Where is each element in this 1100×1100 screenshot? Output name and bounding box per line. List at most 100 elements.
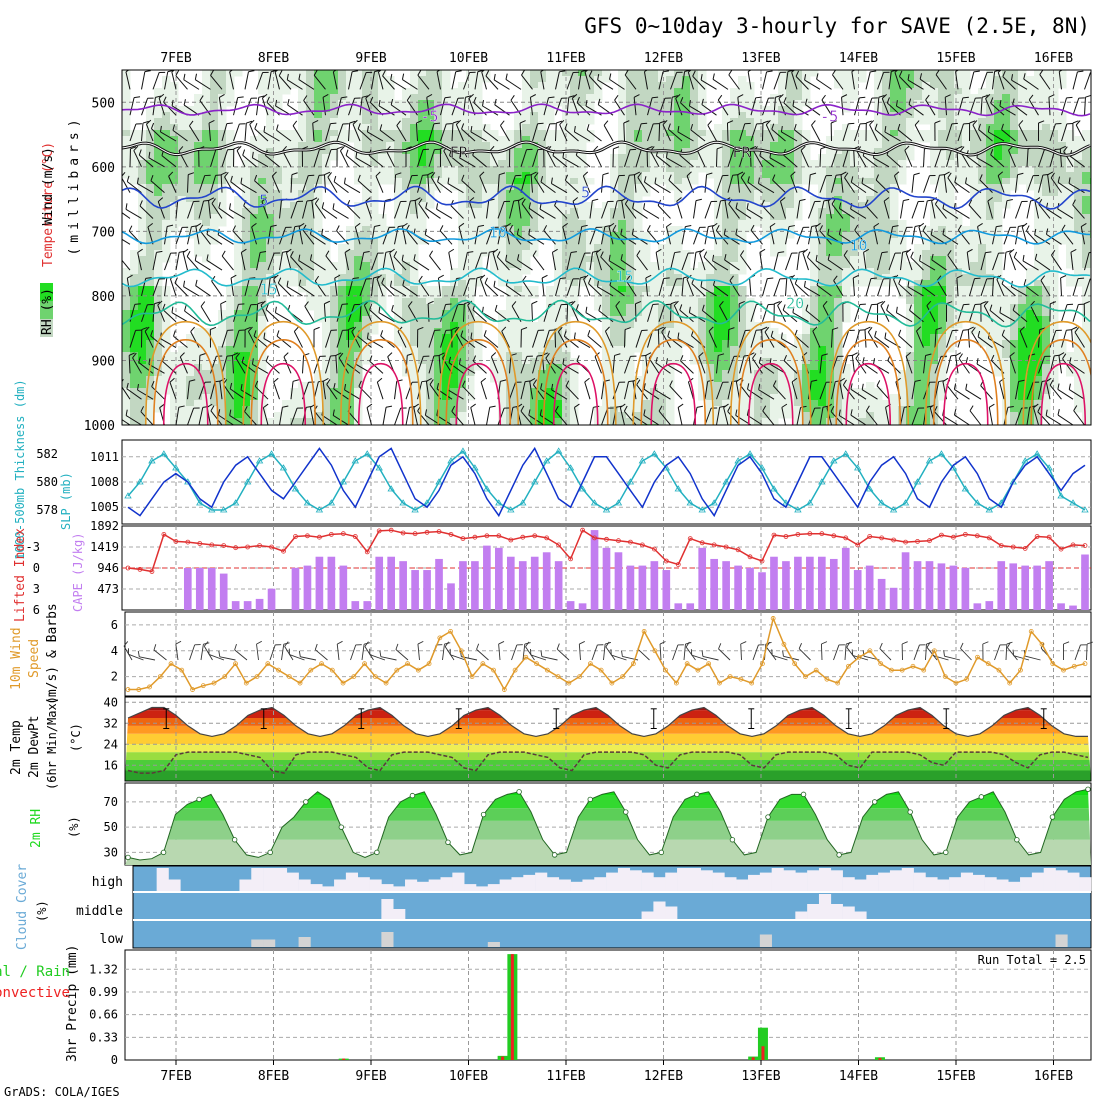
rh-cell — [410, 76, 419, 83]
rh-cell — [410, 220, 419, 227]
rh-cell — [314, 160, 323, 167]
rh-cell — [410, 94, 419, 101]
rh-cell — [562, 388, 571, 395]
rh-cell — [642, 400, 651, 407]
rh-cell — [210, 112, 219, 119]
rh-cell — [642, 142, 651, 149]
rh-cell — [818, 346, 827, 353]
rh-cell — [282, 202, 291, 209]
rh-cell — [226, 298, 235, 305]
rh-cell — [754, 370, 763, 377]
rh-cell — [618, 112, 627, 119]
rh-cell — [874, 136, 883, 143]
rh-cell — [546, 172, 555, 179]
rh-cell — [690, 340, 699, 347]
rh-cell — [202, 256, 211, 263]
rh-cell — [378, 238, 387, 245]
rh-cell — [354, 388, 363, 395]
rh-cell — [554, 262, 563, 269]
rh-cell — [570, 400, 579, 407]
rh-cell — [650, 406, 659, 413]
rh-cell — [970, 130, 979, 137]
rh-cell — [306, 160, 315, 167]
rh-cell — [474, 214, 483, 221]
rh-cell — [354, 358, 363, 365]
rh-cell — [834, 322, 843, 329]
rh-cell — [514, 184, 523, 191]
rh-cell — [162, 220, 171, 227]
rh-cell — [562, 358, 571, 365]
rh-cell — [146, 334, 155, 341]
rh-cell — [314, 112, 323, 119]
rh-cell — [234, 310, 243, 317]
rh-cell — [610, 184, 619, 191]
rh-cell — [794, 172, 803, 179]
rh-cell — [994, 94, 1003, 101]
rh-cell — [538, 94, 547, 101]
rh-cell — [346, 244, 355, 251]
rh-cell — [946, 286, 955, 293]
rh-cell — [530, 388, 539, 395]
rh-cell — [194, 202, 203, 209]
rh-cell — [522, 250, 531, 257]
rh-cell — [818, 214, 827, 221]
rh-cell — [458, 232, 467, 239]
rh-cell — [706, 298, 715, 305]
rh-cell — [146, 148, 155, 155]
rh-cell — [258, 154, 267, 161]
rh-cell — [914, 274, 923, 281]
rh-cell — [530, 112, 539, 119]
rh-cell — [754, 190, 763, 197]
rh-cell — [530, 82, 539, 89]
rh-cell — [546, 184, 555, 191]
rh-cell — [250, 346, 259, 353]
rh-cell — [298, 130, 307, 137]
rh-cell — [874, 208, 883, 215]
rh-cell — [386, 136, 395, 143]
rh-cell — [338, 406, 347, 413]
rh-cell — [826, 178, 835, 185]
rh-cell — [578, 76, 587, 83]
rh-cell — [546, 118, 555, 125]
rh-cell — [274, 412, 283, 419]
rh-cell — [210, 106, 219, 113]
rh-cell — [970, 214, 979, 221]
rh-cell — [978, 106, 987, 113]
rh-cell — [626, 76, 635, 83]
rh-cell — [962, 250, 971, 257]
rh-cell — [866, 130, 875, 137]
rh-cell — [418, 364, 427, 371]
rh-cell — [410, 112, 419, 119]
rh-cell — [186, 406, 195, 413]
rh-cell — [746, 418, 755, 425]
rh-cell — [962, 166, 971, 173]
rh-cell — [874, 148, 883, 155]
rh-cell — [394, 232, 403, 239]
rh-cell — [178, 202, 187, 209]
rh-cell — [930, 136, 939, 143]
rh-cell — [938, 136, 947, 143]
rh-cell — [450, 388, 459, 395]
rh-cell — [754, 142, 763, 149]
rh-cell — [346, 268, 355, 275]
rh-cell — [618, 388, 627, 395]
rh-cell — [146, 304, 155, 311]
rh-cell — [682, 304, 691, 311]
rh-cell — [466, 208, 475, 215]
rh-cell — [274, 130, 283, 137]
rh-cell — [266, 178, 275, 185]
rh-cell — [762, 358, 771, 365]
rh-cell — [130, 340, 139, 347]
rh-cell — [290, 256, 299, 263]
rh-cell — [218, 100, 227, 107]
rh-cell — [658, 322, 667, 329]
x-axis-bottom: 7FEB 8FEB 9FEB 10FEB 11FEB 12FEB 13FEB 14FEB 15F… — [160, 1069, 1073, 1084]
rh-cell — [266, 208, 275, 215]
rh-cell — [978, 130, 987, 137]
rh-cell — [146, 112, 155, 119]
rh-cell — [658, 178, 667, 185]
rh-cell — [570, 184, 579, 191]
rh-cell — [354, 346, 363, 353]
rh-cell — [210, 148, 219, 155]
rh-cell — [762, 346, 771, 353]
